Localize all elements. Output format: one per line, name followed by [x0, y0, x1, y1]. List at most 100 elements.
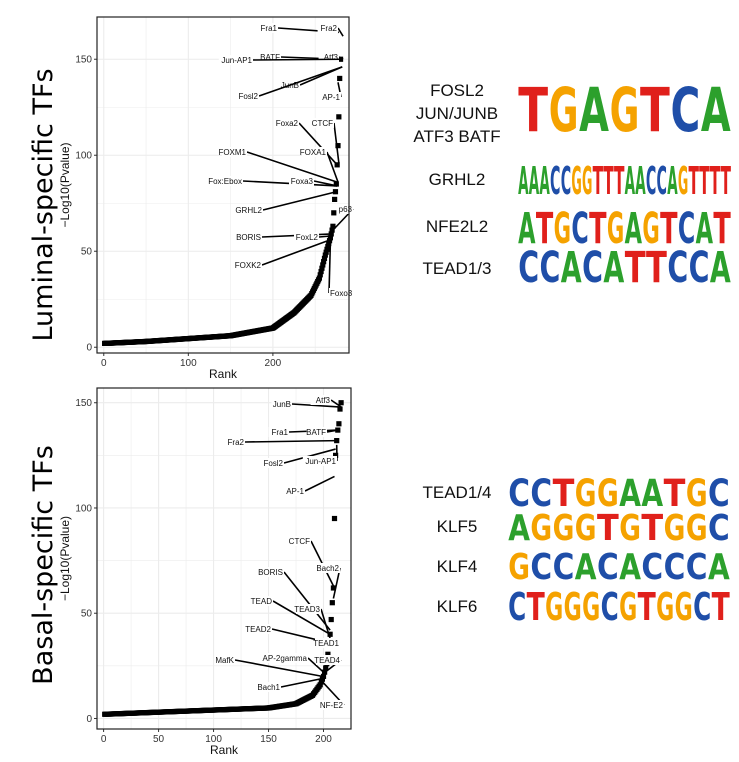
logo-letter: C [508, 472, 530, 515]
logo-letter: G [686, 472, 708, 515]
y-axis-title: −Log10(Pvalue) [58, 516, 72, 601]
logo-letter: A [701, 75, 731, 146]
logo-letter: C [518, 243, 539, 292]
data-point [317, 682, 323, 688]
logo-letter: T [640, 75, 670, 146]
label-background [294, 232, 319, 242]
label-background [284, 486, 305, 496]
logo-letter: C [550, 160, 560, 204]
x-tick-label: 100 [180, 358, 197, 369]
logo-letter: A [539, 160, 550, 204]
data-point [316, 275, 323, 281]
data-point [330, 585, 337, 591]
point-label: NF-E2 [320, 701, 344, 710]
label-leader-line [283, 571, 331, 631]
point-labels: JunB Atf3 Fra1 BATF Fra2 Fosl2 Jun-AP1 AP-1 CTCF… [214, 395, 345, 710]
data-point [333, 452, 339, 458]
logo-letter: T [720, 160, 730, 204]
point-label: FOXM1 [218, 148, 246, 157]
data-point [332, 196, 338, 202]
motif-label-atf3-batf: ATF3 BATF [413, 127, 500, 146]
label-leader-line [246, 151, 338, 183]
point-label: Fox:Ebox [208, 177, 242, 186]
logo-letter: A [518, 204, 536, 253]
point-label: Atf3 [316, 396, 331, 405]
logo-letter: T [664, 472, 686, 515]
label-leader-line [262, 190, 337, 211]
data-point [323, 665, 329, 671]
luminal-rank-plot: 0 100 200 0 50 100 150 Rank −Log10(Pvalue) Fra1 Fr… [58, 16, 354, 381]
label-background [329, 288, 354, 298]
x-tick-label: 200 [265, 358, 282, 369]
data-point [333, 181, 339, 187]
logo-letter: T [713, 204, 730, 253]
logo-letter: G [610, 75, 640, 146]
point-label: Foxa2 [276, 119, 299, 128]
data-point [330, 223, 336, 229]
logo-letter: G [675, 586, 693, 630]
logo-letter: G [597, 472, 619, 515]
logo-letter: A [667, 160, 678, 204]
data-point [317, 272, 323, 278]
logo-letter: C [708, 508, 730, 549]
label-background [271, 399, 292, 409]
data-point [321, 259, 327, 265]
logo-letter: A [529, 160, 540, 204]
logo-letter: G [582, 160, 592, 204]
logo-letter: C [693, 586, 711, 630]
basal-side-title: Basal-specific TFs [28, 445, 59, 685]
data-point [336, 421, 342, 427]
label-leader-line [261, 238, 331, 266]
logo-letter: A [625, 160, 636, 204]
label-leader-line [234, 659, 323, 678]
label-leader-line [258, 66, 343, 97]
logo-letter: C [678, 204, 695, 253]
motif-label-tead14: TEAD1/4 [423, 483, 492, 502]
label-leader-line [252, 58, 343, 61]
label-background [234, 91, 259, 101]
label-background [320, 92, 341, 102]
logo-letter: T [614, 160, 624, 204]
data-point [325, 651, 331, 657]
label-background [222, 147, 247, 157]
logo-letter: C [601, 586, 619, 630]
logo-letter: C [641, 547, 663, 588]
point-label: Fra1 [261, 24, 278, 33]
label-leader-line [337, 27, 344, 37]
label-background [290, 536, 311, 546]
logo-letter: A [619, 472, 641, 515]
point-label: AP-2gamma [263, 654, 308, 663]
logo-letter: T [518, 75, 548, 146]
data-point [319, 265, 325, 271]
luminal-side-title: Luminal-specific TFs [28, 68, 59, 341]
logo-letter: A [518, 160, 529, 204]
logo-letter: G [508, 547, 530, 588]
logo-letter: G [642, 204, 659, 253]
motif-label-grhl2: GRHL2 [429, 170, 486, 189]
point-label: CTCF [312, 119, 333, 128]
label-leader-line [326, 151, 339, 183]
logo-letter: G [607, 204, 624, 253]
motif-label-tead13: TEAD1/3 [423, 259, 492, 278]
point-label: Fosl2 [238, 92, 258, 101]
logo-letter: C [708, 472, 730, 515]
point-label: Foxo3 [330, 289, 353, 298]
data-point [318, 679, 324, 685]
logo-letter: G [686, 508, 708, 549]
data-point [337, 75, 343, 82]
logo-letter: T [625, 243, 646, 292]
logo-letter: C [667, 243, 688, 292]
logo-letter: C [670, 75, 700, 146]
logo-letter: C [540, 243, 561, 292]
logo-letter: G [575, 472, 597, 515]
x-axis-title: Rank [210, 743, 239, 757]
data-point [327, 631, 333, 637]
logo-letter: G [678, 160, 688, 204]
point-label: Bach2 [316, 564, 339, 573]
logo-letter: G [530, 508, 552, 549]
label-leader-line [318, 235, 333, 238]
